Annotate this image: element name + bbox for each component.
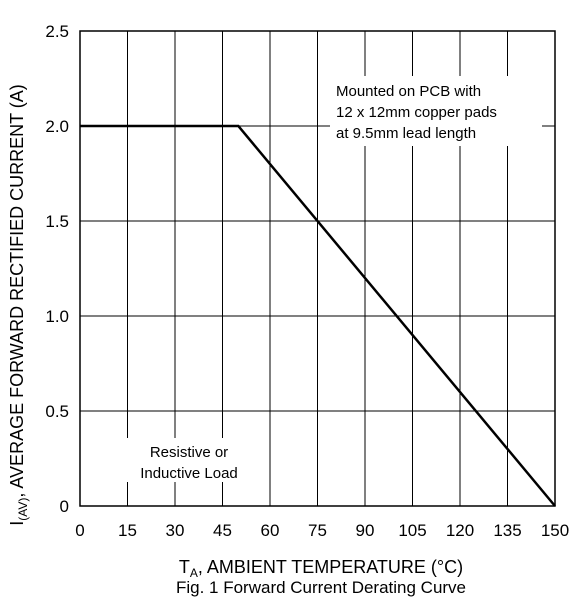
y-tick-label: 2.5 bbox=[45, 22, 69, 41]
y-tick-label: 0.5 bbox=[45, 402, 69, 421]
y-tick-label: 2.0 bbox=[45, 117, 69, 136]
y-tick-labels: 0 0.5 1.0 1.5 2.0 2.5 bbox=[45, 22, 69, 516]
x-tick-label: 60 bbox=[261, 521, 280, 540]
y-tick-label: 1.0 bbox=[45, 307, 69, 326]
annotation-mounting: Mounted on PCB with 12 x 12mm copper pad… bbox=[330, 76, 542, 146]
x-tick-labels: 0 15 30 45 60 75 90 105 120 135 150 bbox=[75, 521, 569, 540]
x-tick-label: 135 bbox=[493, 521, 521, 540]
annotation-load-line-2: Inductive Load bbox=[140, 465, 238, 482]
x-axis-label-main: T bbox=[179, 557, 190, 577]
y-axis-label-subscript: (AV) bbox=[16, 498, 30, 521]
x-tick-label: 0 bbox=[75, 521, 84, 540]
x-axis-label: TA, AMBIENT TEMPERATURE (°C) bbox=[179, 557, 463, 580]
annotation-mounting-line-3: at 9.5mm lead length bbox=[336, 125, 476, 142]
series-line-derating-curve bbox=[80, 124, 556, 507]
series-layer bbox=[80, 124, 556, 507]
annotation-mounting-line-1: Mounted on PCB with bbox=[336, 83, 481, 100]
x-tick-label: 120 bbox=[446, 521, 474, 540]
plot-frame bbox=[79, 30, 556, 507]
y-axis-label: I(AV), AVERAGE FORWARD RECTIFIED CURRENT… bbox=[7, 84, 30, 526]
x-tick-label: 150 bbox=[541, 521, 569, 540]
x-axis-label-subscript: A bbox=[190, 566, 198, 580]
y-axis-label-main: I bbox=[7, 521, 27, 526]
x-tick-label: 15 bbox=[118, 521, 137, 540]
y-axis-label-rest: , AVERAGE FORWARD RECTIFIED CURRENT (A) bbox=[7, 84, 27, 497]
y-tick-label: 1.5 bbox=[45, 212, 69, 231]
x-tick-label: 105 bbox=[398, 521, 426, 540]
y-tick-label: 0 bbox=[60, 497, 69, 516]
x-axis-label-rest: , AMBIENT TEMPERATURE (°C) bbox=[198, 557, 463, 577]
x-tick-label: 45 bbox=[213, 521, 232, 540]
annotation-mounting-line-2: 12 x 12mm copper pads bbox=[336, 104, 497, 121]
annotation-load-line-1: Resistive or bbox=[150, 444, 228, 461]
x-tick-label: 90 bbox=[356, 521, 375, 540]
annotation-load: Resistive or Inductive Load bbox=[126, 438, 254, 482]
x-tick-label: 30 bbox=[166, 521, 185, 540]
figure-caption: Fig. 1 Forward Current Derating Curve bbox=[176, 578, 466, 597]
x-tick-label: 75 bbox=[308, 521, 327, 540]
